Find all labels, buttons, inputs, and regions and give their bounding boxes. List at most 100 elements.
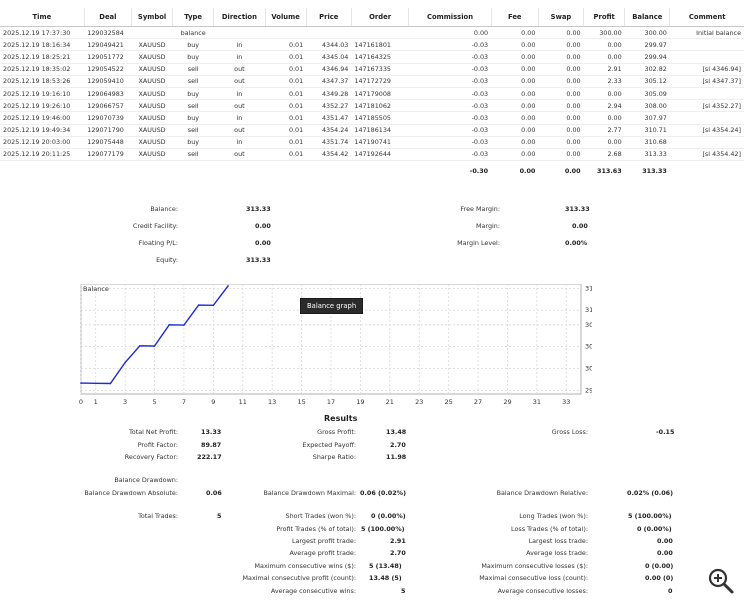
balance-point	[80, 382, 82, 384]
cell-commission: -0.03	[408, 136, 492, 149]
balance-point	[183, 324, 185, 326]
loss-trades-label: Loss Trades (% of total):	[511, 525, 588, 533]
avg-consec-losses-value: 0	[668, 587, 673, 595]
cell-profit: 2.94	[583, 99, 625, 113]
cell-balance: 310.68	[624, 136, 670, 149]
profit-factor-label: Profit Factor:	[137, 441, 178, 449]
average-loss-label: Average loss trade:	[526, 549, 588, 557]
table-row: 2025.12.19 18:25:21 129051772 XAUUSD buy in 0…	[0, 50, 744, 64]
cell-commission: -0.03	[408, 50, 492, 64]
cell-deal: 129054522	[84, 63, 132, 76]
largest-profit-label: Largest profit trade:	[291, 537, 356, 545]
cell-direction: in	[213, 87, 266, 101]
header-comment: Comment	[669, 8, 744, 27]
cell-volume: 0.01	[265, 63, 307, 76]
cell-order: 147185505	[351, 111, 409, 125]
gross-loss-value: -0.15	[656, 428, 675, 436]
balance-graph-button[interactable]: Balance graph	[300, 298, 364, 314]
cell-balance: 307.97	[624, 111, 670, 125]
cell-time: 2025.12.19 19:46:00	[0, 111, 85, 125]
largest-loss-value: 0.00	[657, 537, 673, 545]
floating-pl-value: 0.00	[255, 239, 271, 247]
table-row: 2025.12.19 19:16:10 129064983 XAUUSD buy in 0…	[0, 87, 744, 101]
cell-balance: 308.00	[624, 99, 670, 113]
cell-symbol	[131, 26, 173, 40]
y-tick-label: 305	[585, 343, 592, 351]
cell-symbol: XAUUSD	[131, 111, 173, 125]
cell-deal: 129075448	[84, 136, 132, 149]
deals-header-row: Time Deal Symbol Type Direction Volume Price Or…	[0, 8, 744, 27]
balance-drawdown-label: Balance Drawdown:	[114, 476, 178, 484]
cell-type: buy	[172, 136, 214, 149]
cell-commission: -0.03	[408, 87, 492, 101]
cell-profit: 2.33	[583, 75, 625, 88]
x-tick-label: 33	[562, 398, 570, 406]
short-trades-value: 0 (0.00%)	[371, 512, 406, 520]
cell-deal: 129049421	[84, 38, 132, 52]
cell-time: 2025.12.19 18:53:26	[0, 75, 85, 88]
largest-profit-value: 2.91	[390, 537, 406, 545]
cell-volume	[265, 26, 307, 40]
floating-pl-label: Floating P/L:	[138, 239, 178, 247]
cell-type: buy	[172, 38, 214, 52]
cell-deal: 129059410	[84, 75, 132, 88]
cell-symbol: XAUUSD	[131, 50, 173, 64]
x-tick-label: 0	[79, 398, 83, 406]
cell-time: 2025.12.19 20:11:25	[0, 148, 85, 162]
maximal-consec-loss-label: Maximal consecutive loss (count):	[479, 574, 588, 582]
table-row: 2025.12.19 17:37:30 129032584 balance 0.00 0…	[0, 26, 744, 40]
total-fee: 0.00	[519, 167, 536, 176]
long-trades-label: Long Trades (won %):	[519, 512, 588, 520]
cell-swap: 0.00	[538, 111, 584, 125]
cell-order: 147190741	[351, 136, 409, 149]
zoom-in-icon[interactable]	[706, 566, 736, 596]
x-tick-label: 13	[268, 398, 276, 406]
header-price: Price	[306, 8, 352, 27]
cell-swap: 0.00	[538, 124, 584, 137]
margin-level-value: 0.00%	[565, 239, 588, 247]
cell-order: 147179008	[351, 87, 409, 101]
cell-swap: 0.00	[538, 26, 584, 40]
average-profit-value: 2.70	[390, 549, 406, 557]
balance-point	[94, 382, 97, 385]
sharpe-ratio-label: Sharpe Ratio:	[312, 453, 356, 461]
cell-volume: 0.01	[265, 99, 307, 113]
cell-comment	[669, 136, 744, 149]
header-swap: Swap	[538, 8, 585, 27]
cell-balance: 305.09	[624, 87, 670, 101]
table-row: 2025.12.19 18:16:34 129049421 XAUUSD buy in 0…	[0, 38, 744, 52]
cell-time: 2025.12.19 18:25:21	[0, 50, 85, 64]
balance-series-label: Balance	[83, 285, 109, 293]
cell-type: sell	[172, 75, 214, 88]
gross-profit-label: Gross Profit:	[317, 428, 356, 436]
cell-price: 4347.37	[306, 75, 352, 88]
cell-swap: 0.00	[538, 75, 584, 88]
balance-value: 313.33	[246, 205, 271, 213]
header-profit: Profit	[583, 8, 626, 27]
cell-symbol: XAUUSD	[131, 124, 173, 137]
total-swap: 0.00	[564, 167, 581, 176]
bd-relative-label: Balance Drawdown Relative:	[496, 489, 588, 497]
cell-profit: 0.00	[583, 111, 625, 125]
cell-profit: 300.00	[583, 26, 625, 40]
cell-profit: 2.77	[583, 124, 625, 137]
table-row: 2025.12.19 18:35:02 129054522 XAUUSD sell ou…	[0, 63, 744, 76]
x-tick-label: 29	[503, 398, 511, 406]
cell-symbol: XAUUSD	[131, 99, 173, 113]
header-deal: Deal	[84, 8, 133, 27]
gross-loss-label: Gross Loss:	[551, 428, 588, 436]
equity-label: Equity:	[156, 256, 178, 264]
avg-consec-losses-label: Average consecutive losses:	[497, 587, 588, 595]
cell-time: 2025.12.19 18:16:34	[0, 38, 85, 52]
cell-price: 4346.94	[306, 63, 352, 76]
average-profit-label: Average profit trade:	[289, 549, 356, 557]
cell-balance: 302.82	[624, 63, 670, 76]
cell-type: buy	[172, 111, 214, 125]
cell-direction: out	[213, 99, 266, 113]
cell-profit: 2.91	[583, 63, 625, 76]
cell-direction: in	[213, 111, 266, 125]
cell-time: 2025.12.19 19:49:34	[0, 124, 85, 137]
cell-order: 147164325	[351, 50, 409, 64]
cell-fee: 0.00	[491, 38, 539, 52]
total-trades-label: Total Trades:	[138, 512, 178, 520]
